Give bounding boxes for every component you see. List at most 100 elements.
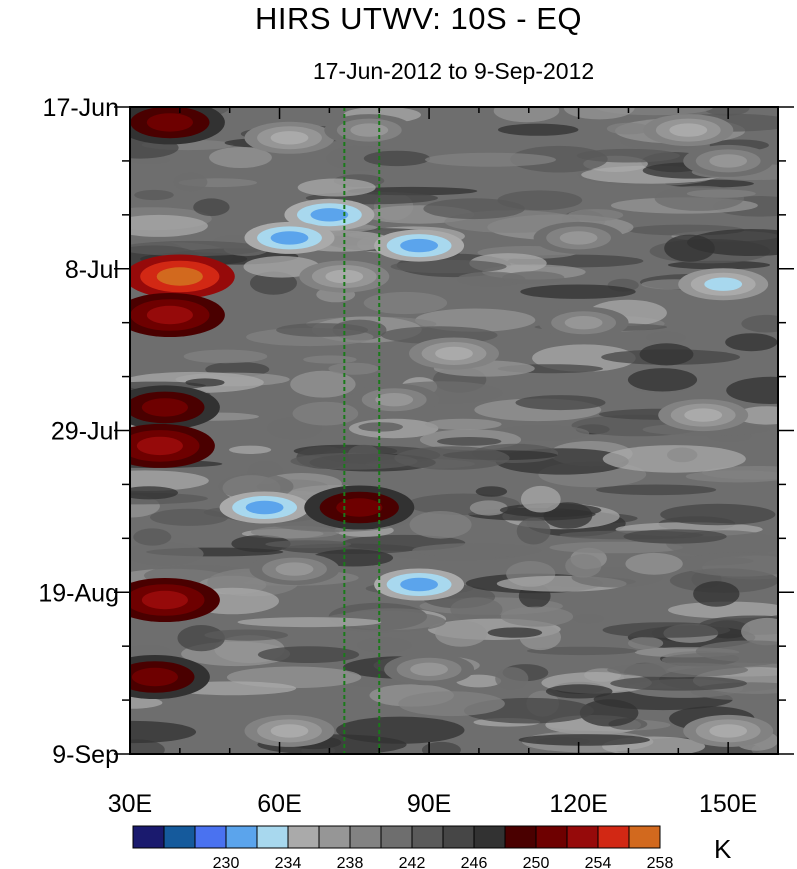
colorbar-box <box>194 825 227 849</box>
field-texture <box>610 676 747 691</box>
field-texture <box>133 528 172 546</box>
field-texture <box>390 259 507 274</box>
field-texture <box>455 674 502 688</box>
x-tick-label: 150E <box>699 790 757 818</box>
colorbar-label: 246 <box>461 855 488 869</box>
field-texture <box>664 234 715 262</box>
field-texture <box>265 540 352 549</box>
field-texture <box>693 581 740 607</box>
field-texture <box>493 107 560 123</box>
field-texture <box>607 662 749 678</box>
field-texture <box>502 271 565 285</box>
colorbar-label: 258 <box>647 855 674 869</box>
field-texture <box>563 107 635 120</box>
field-feature <box>275 562 314 576</box>
field-texture <box>639 343 694 366</box>
field-feature <box>310 208 349 222</box>
colorbar-box <box>380 825 413 849</box>
field-texture <box>185 378 225 387</box>
field-texture <box>193 198 230 216</box>
field-texture <box>515 395 606 411</box>
field-texture <box>237 617 382 628</box>
field-texture <box>725 333 778 352</box>
field-texture <box>358 422 404 432</box>
field-texture <box>475 486 508 497</box>
field-texture <box>412 543 542 558</box>
chart-title: HIRS UTWV: 10S - EQ <box>254 1 582 36</box>
colorbar-box <box>132 825 165 849</box>
field-texture <box>435 620 487 647</box>
field-texture <box>695 640 778 662</box>
x-tick-label: 60E <box>257 790 301 818</box>
field-texture <box>685 470 778 483</box>
y-tick-label: 8-Jul <box>65 256 119 284</box>
y-tick-label: 29-Jul <box>51 418 119 446</box>
field-texture <box>231 535 291 553</box>
field-texture <box>415 308 536 332</box>
field-texture <box>130 470 209 491</box>
field-feature <box>704 277 743 291</box>
contour-field <box>130 107 778 754</box>
field-texture <box>204 629 288 641</box>
field-texture <box>573 613 605 624</box>
field-texture <box>173 172 208 192</box>
field-texture <box>602 445 746 473</box>
field-texture <box>398 691 505 717</box>
axis-ticks <box>114 106 794 755</box>
field-texture <box>394 446 510 470</box>
field-texture <box>290 370 356 398</box>
field-texture <box>363 291 448 315</box>
field-feature <box>131 667 178 687</box>
field-feature <box>375 393 414 407</box>
field-texture <box>421 741 461 754</box>
field-texture <box>498 123 579 136</box>
field-texture <box>516 517 551 545</box>
field-texture <box>134 189 174 201</box>
field-texture <box>469 500 508 516</box>
field-texture <box>545 684 613 699</box>
colorbar-box <box>349 825 382 849</box>
field-texture <box>741 314 778 333</box>
field-texture <box>579 699 639 727</box>
colorbar-box <box>225 825 258 849</box>
colorbar-box <box>287 825 320 849</box>
field-texture <box>520 284 636 299</box>
field-texture <box>276 323 369 337</box>
colorbar-box <box>442 825 475 849</box>
field-feature <box>709 154 748 168</box>
reference-lines <box>343 107 381 754</box>
colorbar-box <box>628 825 661 849</box>
field-texture <box>130 486 178 500</box>
colorbar-box <box>318 825 351 849</box>
field-feature <box>270 231 309 245</box>
field-texture <box>257 646 360 663</box>
field-texture <box>686 189 756 198</box>
colorbar-box <box>597 825 630 849</box>
field-texture <box>229 445 272 454</box>
colorbar-box <box>256 825 289 849</box>
x-tick-label: 120E <box>549 790 607 818</box>
field-feature <box>684 408 723 422</box>
x-tick-label: 90E <box>407 790 451 818</box>
field-texture <box>623 529 727 544</box>
field-texture <box>660 503 776 526</box>
field-texture <box>356 637 412 654</box>
field-texture <box>526 646 638 656</box>
field-texture <box>450 597 503 622</box>
field-texture <box>500 606 574 627</box>
field-feature <box>245 500 284 515</box>
colorbar-box <box>473 825 506 849</box>
field-texture <box>625 552 683 575</box>
field-texture <box>209 147 272 168</box>
field-texture <box>645 331 687 344</box>
field-texture <box>668 601 778 619</box>
field-texture <box>726 376 778 404</box>
field-texture <box>654 185 744 211</box>
field-texture <box>568 209 624 222</box>
y-tick-label: 17-Jun <box>43 94 119 122</box>
field-texture <box>549 541 683 554</box>
field-texture <box>183 349 268 364</box>
field-texture <box>130 542 204 566</box>
chart-subtitle: 17-Jun-2012 to 9-Sep-2012 <box>312 58 595 84</box>
